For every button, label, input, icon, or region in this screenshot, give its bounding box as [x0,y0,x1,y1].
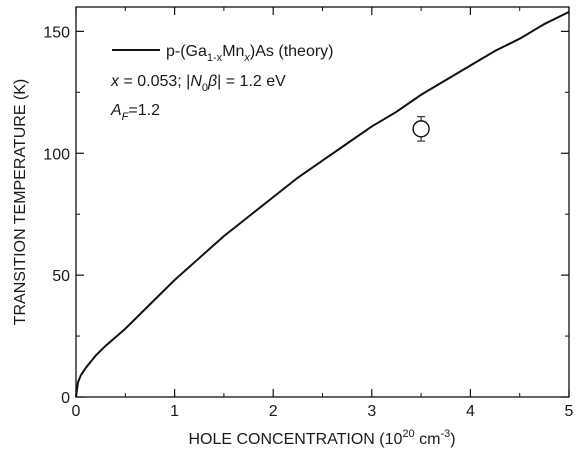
x-axis-title: HOLE CONCENTRATION (1020 cm-3) [188,428,455,448]
x-tick-label: 5 [565,403,574,420]
x-axis-title-unit: cm [415,431,441,448]
x-axis-title-close: ) [450,431,455,448]
x-axis-title-main: HOLE CONCENTRATION (10 [188,431,402,448]
x-axis-ticks: 0 1 2 3 4 5 [72,7,574,420]
y-tick-label: 100 [43,146,70,163]
x-tick-label: 2 [269,403,278,420]
y-tick-label: 0 [61,390,70,407]
annotation-A: A [110,102,122,119]
y-tick-label: 50 [52,268,70,285]
plot-frame [75,6,570,398]
annotation-eq: = 0.053; | [119,73,190,90]
y-axis-ticks: 0 50 100 150 [43,24,569,407]
legend: p-(Ga1-xMnx)As (theory) [112,43,334,64]
annotation-N-sub: 0 [202,82,208,94]
annotation-tail: | = 1.2 eV [217,73,286,90]
legend-sub1: 1-x [207,52,223,64]
x-tick-label: 0 [72,403,81,420]
legend-prefix: p-(Ga [166,43,207,60]
x-tick-label: 4 [466,403,475,420]
annotation-N: N [190,73,202,90]
experiment-marker [412,120,430,138]
x-tick-label: 3 [367,403,376,420]
annotation-x: x [110,73,120,90]
legend-suffix: )As (theory) [250,43,334,60]
theory-curve [75,10,570,398]
annotation-beta: β [207,73,217,90]
annotation-af: AF=1.2 [110,102,160,123]
annotation-af-tail: =1.2 [128,102,160,119]
experiment-point [412,116,430,142]
annotation-A-sub: F [122,111,130,123]
annotation-params: x = 0.053; |N0β| = 1.2 eV [110,73,286,94]
legend-sub2: x [243,52,250,64]
y-axis-title: TRANSITION TEMPERATURE (K) [12,79,29,326]
y-tick-label: 150 [43,24,70,41]
legend-label: p-(Ga1-xMnx)As (theory) [166,43,334,64]
x-axis-title-unit-sup: -3 [440,428,450,440]
legend-mid: Mn [222,43,244,60]
x-tick-label: 1 [170,403,179,420]
x-axis-title-sup: 20 [402,428,414,440]
